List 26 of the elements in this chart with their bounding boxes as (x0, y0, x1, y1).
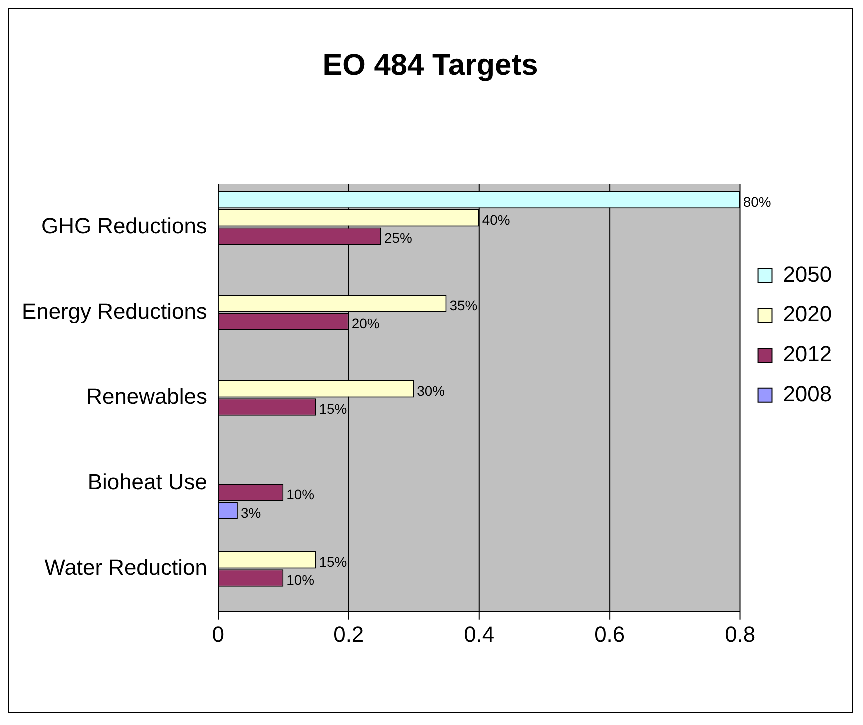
legend-label: 2008 (783, 381, 832, 406)
data-label: 30% (417, 382, 446, 399)
data-label: 20% (352, 316, 380, 332)
y-tick-label: Energy Reductions (22, 298, 208, 324)
x-tick-label: 0.4 (464, 622, 495, 648)
data-label: 10% (286, 486, 315, 503)
y-tick-label: Water Reduction (44, 555, 208, 580)
y-tick-label: Renewables (86, 384, 208, 410)
x-tick-label: 0.6 (594, 622, 626, 648)
x-tick-label: 0.8 (725, 622, 756, 648)
chart-title: EO 484 Targets (322, 49, 538, 82)
data-label: 3% (240, 504, 262, 521)
y-tick-label: Bioheat Use (88, 470, 208, 495)
legend-label: 2020 (783, 302, 832, 327)
y-tick-label: GHG Reductions (42, 213, 208, 238)
data-label: 10% (286, 572, 315, 588)
data-label: 15% (319, 401, 348, 418)
data-label: 25% (384, 230, 412, 246)
legend-label: 2050 (783, 262, 832, 287)
x-tick-label: 0 (212, 622, 224, 648)
legend-label: 2012 (783, 342, 832, 367)
data-label: 35% (450, 297, 478, 314)
data-label: 40% (482, 212, 510, 228)
data-label: 15% (319, 554, 348, 570)
x-tick-label: 0.2 (334, 622, 364, 648)
data-label: 80% (743, 194, 772, 210)
